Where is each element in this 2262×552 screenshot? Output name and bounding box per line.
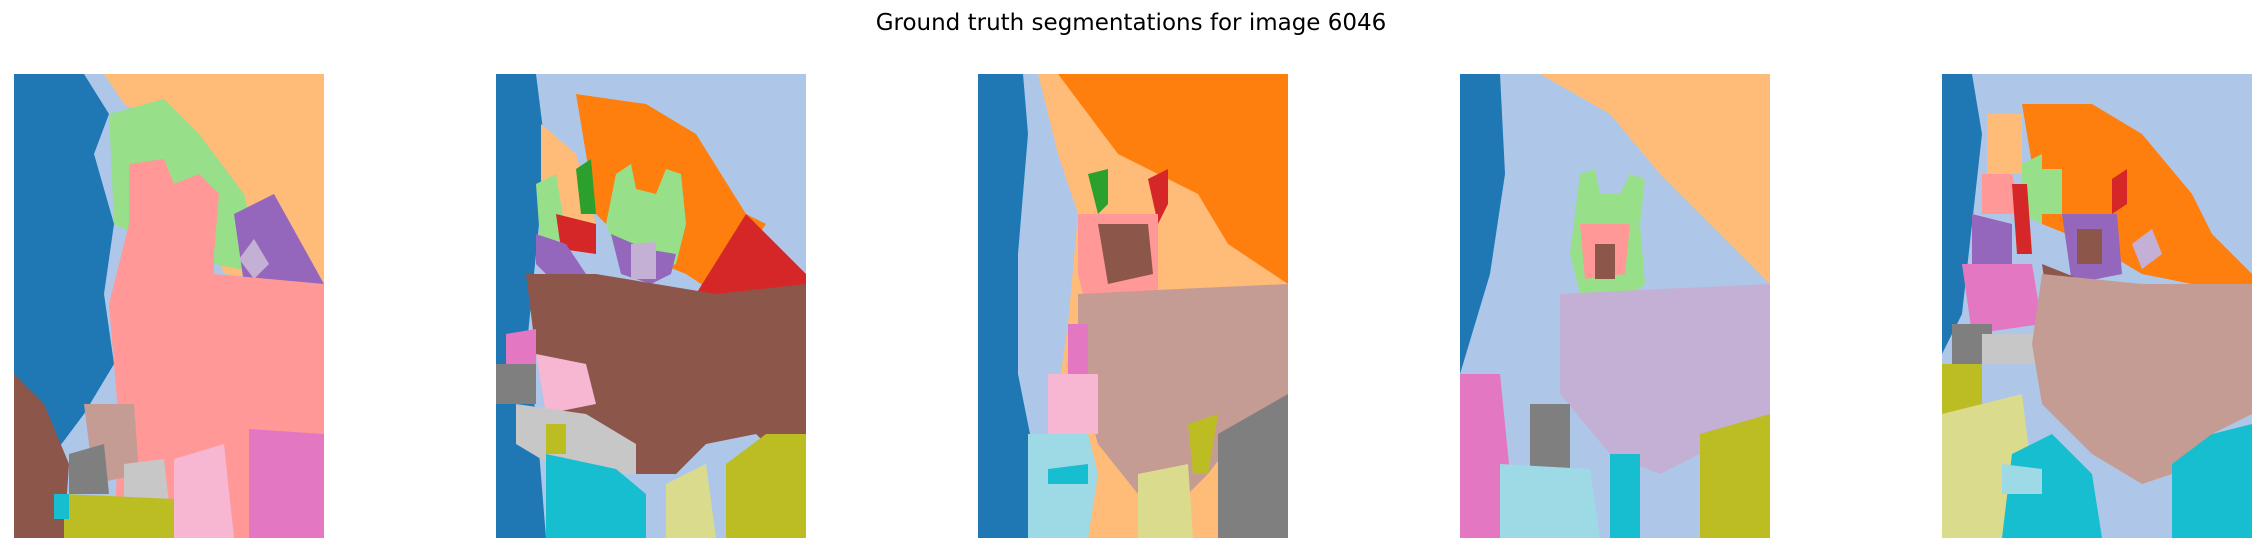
segmentation-panel-4 [1460,74,1770,538]
segmentation-map-5 [1942,74,2252,538]
segmentation-map-3 [978,74,1288,538]
segmentation-panel-5 [1942,74,2252,538]
segmentation-map-4 [1460,74,1770,538]
segmentation-panel-3 [978,74,1288,538]
segmentation-map-1 [14,74,324,538]
segmentation-map-2 [496,74,806,538]
segmentation-panel-1 [14,74,324,538]
figure-title: Ground truth segmentations for image 604… [875,10,1387,36]
segmentation-panel-2 [496,74,806,538]
